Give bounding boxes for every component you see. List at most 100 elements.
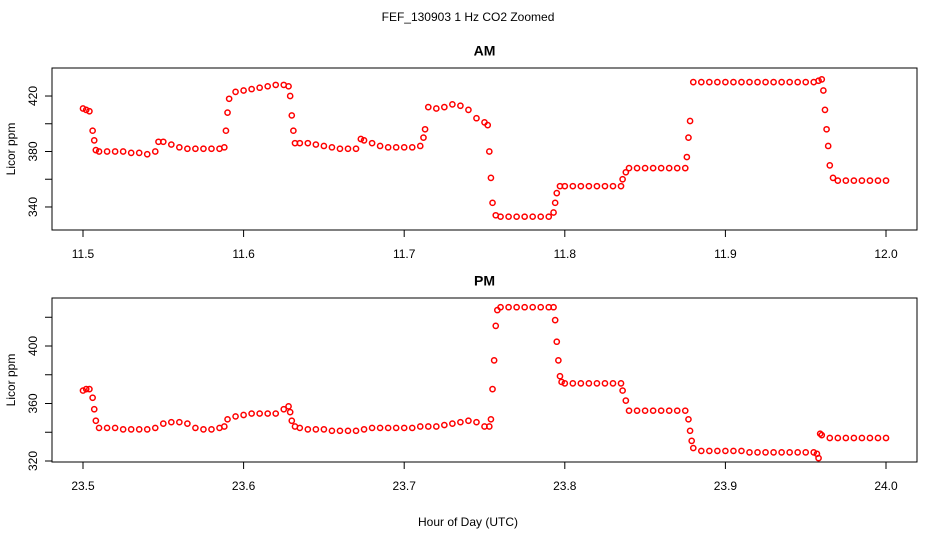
data-point: [248, 85, 255, 93]
data-point: [686, 117, 694, 125]
data-point: [320, 142, 328, 150]
data-point: [802, 78, 810, 86]
data-point: [529, 213, 537, 221]
data-point: [465, 417, 472, 425]
plot-frame: [51, 67, 918, 231]
data-point: [815, 454, 822, 462]
data-point: [617, 380, 625, 387]
panel-title: PM: [474, 273, 495, 289]
data-point: [649, 407, 657, 415]
data-point: [850, 434, 858, 442]
data-point: [208, 426, 215, 433]
data-point: [224, 109, 231, 117]
data-point: [746, 78, 753, 86]
data-point: [558, 378, 565, 386]
data-point: [421, 125, 429, 133]
data-point: [392, 143, 400, 151]
x-tick-label: 11.6: [232, 247, 255, 261]
data-point: [432, 105, 440, 112]
data-point: [641, 164, 649, 172]
data-point: [288, 417, 296, 425]
data-point: [762, 78, 769, 86]
data-point: [550, 209, 557, 216]
data-point: [826, 162, 834, 169]
data-point: [730, 78, 737, 86]
data-point: [649, 164, 657, 172]
data-point: [810, 449, 818, 456]
data-point: [416, 423, 424, 430]
data-point: [400, 424, 408, 432]
data-point: [432, 423, 440, 430]
data-point: [689, 444, 697, 452]
x-tick-label: 11.5: [72, 247, 95, 261]
data-point: [489, 385, 496, 393]
data-point: [280, 405, 288, 413]
data-point: [272, 81, 280, 89]
data-point: [492, 322, 500, 330]
data-point: [778, 78, 785, 86]
data-point: [232, 413, 239, 420]
data-point: [521, 303, 529, 311]
data-point: [738, 447, 745, 455]
data-point: [286, 408, 294, 416]
x-tick-label: 12.0: [874, 247, 898, 261]
data-point: [368, 424, 376, 432]
data-point: [601, 380, 609, 387]
y-tick-label: 400: [26, 336, 40, 356]
data-point: [360, 137, 368, 144]
data-point: [176, 418, 183, 426]
data-point: [86, 107, 93, 115]
data-point: [256, 84, 264, 92]
x-tick-label: 23.9: [714, 479, 738, 493]
data-point: [673, 407, 681, 415]
data-point: [103, 148, 111, 155]
data-point: [200, 426, 207, 433]
data-point: [208, 145, 215, 153]
data-point: [79, 105, 87, 112]
data-point: [858, 434, 866, 442]
data-point: [487, 415, 495, 423]
data-point: [159, 420, 167, 427]
data-point: [551, 199, 559, 207]
data-point: [408, 143, 416, 151]
data-point: [90, 405, 98, 413]
data-point: [368, 139, 376, 147]
data-point: [376, 142, 384, 150]
data-point: [778, 449, 785, 456]
data-point: [619, 387, 626, 394]
data-point: [336, 145, 344, 153]
y-tick-label: 360: [26, 393, 40, 413]
data-point: [561, 380, 569, 387]
data-point: [151, 424, 159, 432]
data-point: [622, 168, 630, 176]
data-point: [688, 437, 696, 445]
y-tick-label: 340: [26, 197, 40, 217]
data-point: [440, 421, 448, 429]
data-point: [545, 213, 553, 221]
data-point: [290, 127, 297, 135]
data-point: [553, 189, 561, 197]
y-tick-label: 420: [26, 86, 40, 106]
data-point: [357, 135, 365, 143]
data-point: [90, 137, 98, 144]
data-point: [829, 174, 837, 182]
data-point: [842, 434, 850, 442]
data-point: [143, 150, 151, 158]
data-point: [285, 82, 292, 90]
data-point: [151, 148, 159, 155]
data-point: [633, 164, 641, 172]
data-point: [553, 338, 561, 346]
data-point: [609, 380, 617, 387]
data-point: [685, 415, 692, 423]
data-point: [312, 141, 320, 148]
data-point: [111, 424, 119, 432]
data-point: [818, 76, 826, 83]
data-point: [609, 182, 617, 190]
data-point: [625, 164, 633, 172]
data-point: [746, 449, 753, 456]
data-point: [577, 380, 585, 387]
x-tick-label: 23.5: [71, 479, 95, 493]
data-point: [240, 411, 247, 419]
data-point: [304, 139, 312, 147]
